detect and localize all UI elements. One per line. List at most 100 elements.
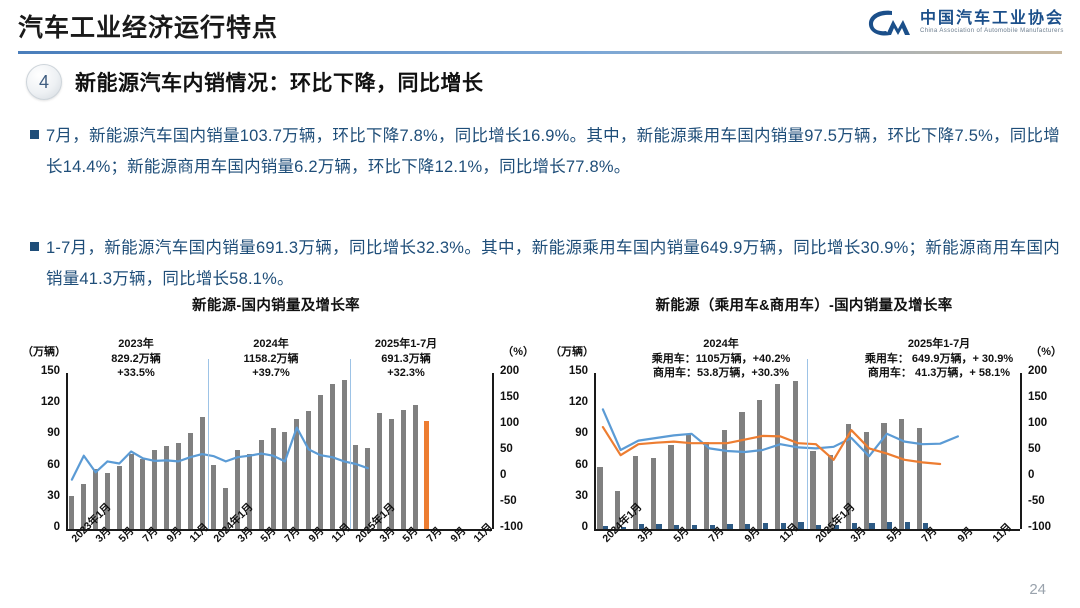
chart-title: 新能源-国内销量及增长率 <box>192 298 360 314</box>
chart-bar <box>686 433 692 529</box>
chart-bar <box>638 523 644 529</box>
chart-plot-area: （万辆） （%） 0 30 60 90 120 150 -100 -50 0 50 100 150 200 2… <box>16 315 536 597</box>
chart-bar <box>780 522 786 529</box>
bullet-paragraph: 1-7月，新能源汽车国内销量691.3万辆，同比增长32.3%。其中，新能源乘用… <box>30 233 1060 295</box>
chart-bar <box>863 431 869 529</box>
chart-bar <box>388 418 394 529</box>
chart-annotation: 2024年 1158.2万辆 +39.7% <box>243 338 299 379</box>
y-axis-tick-left: 90 <box>47 427 60 440</box>
y-axis-unit-right: （%） <box>502 346 534 358</box>
y-axis-tick-right: -50 <box>500 495 517 507</box>
chart-bar <box>128 453 134 529</box>
chart-bar <box>223 487 229 529</box>
chart-bar <box>757 400 763 529</box>
y-axis-tick-left: 0 <box>53 521 60 533</box>
y-axis-tick-right: 150 <box>1028 391 1048 403</box>
bullet-square-icon <box>30 130 39 139</box>
y-axis-tick-left: 120 <box>40 396 60 409</box>
chart-bar <box>615 490 621 529</box>
x-axis <box>594 529 1020 531</box>
chart-bar <box>69 495 75 529</box>
y-axis-tick-left: 30 <box>47 489 60 502</box>
y-axis-tick-left: 150 <box>568 365 588 377</box>
chart-bar <box>774 383 781 529</box>
chart-bar <box>140 459 146 529</box>
chart-bar <box>365 448 371 529</box>
y-axis-tick-left: 120 <box>568 396 588 409</box>
y-axis-right <box>492 373 494 529</box>
chart-bar <box>916 427 923 529</box>
chart-bar <box>745 523 751 529</box>
chart-bar <box>377 412 383 529</box>
header-divider <box>18 51 1062 54</box>
bullet-paragraph: 7月，新能源汽车国内销量103.7万辆，环比下降7.8%，同比增长16.9%。其… <box>30 121 1060 183</box>
y-axis-unit-left: （万辆） <box>22 346 66 358</box>
chart-bar <box>869 522 875 529</box>
chart-bar <box>294 418 300 529</box>
chart-line-layer <box>70 426 369 481</box>
y-axis-tick-left: 30 <box>575 489 588 502</box>
chart-bar <box>845 424 852 529</box>
chart-bar <box>632 455 639 529</box>
chart-bar <box>603 525 609 529</box>
chart-bar <box>282 432 288 529</box>
chart-bar <box>851 522 857 529</box>
chart-bar <box>116 466 122 529</box>
chart-bar <box>810 451 816 529</box>
year-separator <box>350 359 352 529</box>
chart-bar <box>104 473 110 529</box>
y-axis-tick-right: -100 <box>1028 521 1052 533</box>
y-axis-tick-right: 150 <box>500 391 520 403</box>
caam-logo: 中国汽车工业协会 China Association of Automobile… <box>866 6 1064 40</box>
chart-line <box>70 426 369 481</box>
section-title: 新能源汽车内销情况：环比下降，同比增长 <box>75 72 484 95</box>
chart-bar <box>270 428 276 529</box>
chart-bar <box>341 380 347 529</box>
y-axis-tick-left: 60 <box>47 458 60 471</box>
y-axis-tick-right: 50 <box>500 443 513 455</box>
y-axis-tick-right: 50 <box>1028 443 1041 455</box>
chart-bar <box>317 395 323 529</box>
chart-bar <box>828 454 834 529</box>
page-number: 24 <box>1029 581 1046 598</box>
chart-annotation: 2024年 乘用车：1105万辆，+40.2% 商用车：53.8万辆，+30.3… <box>651 338 791 379</box>
y-axis-tick-right: 200 <box>500 365 520 377</box>
chart-bar <box>93 469 99 529</box>
chart-bar <box>762 523 769 529</box>
chart-annotation: 2023年 829.2万辆 +33.5% <box>111 338 161 379</box>
y-axis-tick-left: 0 <box>581 521 588 533</box>
y-axis-tick-right: 0 <box>500 469 507 481</box>
chart-bar <box>650 458 656 529</box>
chart-bar <box>353 444 359 529</box>
chart-line <box>601 408 959 458</box>
y-axis-tick-left: 90 <box>575 427 588 440</box>
chart-bar <box>703 441 710 529</box>
x-axis <box>66 529 492 531</box>
chart-bar <box>164 445 170 529</box>
page-header: 汽车工业经济运行特点 中国汽车工业协会 China Association of… <box>0 0 1080 58</box>
y-axis-unit-left: （万辆） <box>550 346 594 358</box>
y-axis-left <box>66 373 68 529</box>
chart-title: 新能源（乘用车&商用车）-国内销量及增长率 <box>655 298 953 314</box>
y-axis-tick-right: -100 <box>500 521 524 533</box>
chart-bar <box>152 449 158 529</box>
chart-plot-area: （万辆） （%） 0 30 60 90 120 150 -100 -50 0 50 100 150 200 2… <box>544 315 1064 597</box>
logo-text-en: China Association of Automobile Manufact… <box>919 27 1064 34</box>
chart-bar <box>246 453 252 529</box>
y-axis-tick-right: 0 <box>1028 469 1035 481</box>
chart-annotation: 2025年1-7月 691.3万辆 +32.3% <box>374 338 438 379</box>
chart-bar <box>721 429 727 529</box>
logo-text-cn: 中国汽车工业协会 <box>919 10 1064 27</box>
chart-bar <box>199 416 205 529</box>
y-axis-tick-right: 100 <box>1028 417 1048 429</box>
chart-bar <box>833 524 840 529</box>
chart-bar <box>235 450 241 529</box>
chart-bar <box>175 443 181 529</box>
y-axis-tick-right: 200 <box>1028 365 1048 377</box>
chart-nev-domestic: 新能源-国内销量及增长率 （万辆） （%） 0 30 60 90 120 150 -100 -50… <box>16 294 536 604</box>
y-axis-tick-right: 100 <box>500 417 520 429</box>
chart-bar <box>899 419 905 529</box>
chart-bar <box>709 525 715 529</box>
chart-nev-pv-cv-domestic: 新能源（乘用车&商用车）-国内销量及增长率 （万辆） （%） 0 30 60 90 120 1… <box>544 294 1064 604</box>
chart-bar <box>424 421 430 529</box>
